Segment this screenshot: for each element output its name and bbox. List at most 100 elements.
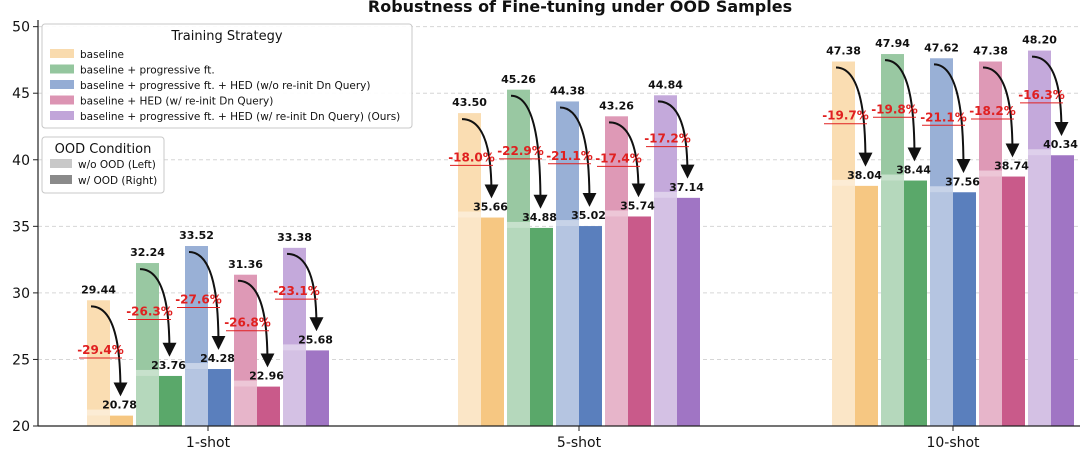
- value-label-w-ood: 25.68: [298, 333, 333, 346]
- drop-percent-label: -17.4%: [595, 151, 642, 165]
- bar-w-ood: [110, 415, 133, 426]
- drop-percent-label: -16.3%: [1018, 88, 1065, 102]
- legend-swatch: [50, 80, 74, 89]
- value-label-wo-ood: 47.94: [875, 37, 910, 50]
- chart-title: Robustness of Fine-tuning under OOD Samp…: [368, 0, 792, 16]
- y-tick-label: 50: [12, 20, 30, 36]
- bar-w-ood: [208, 369, 231, 426]
- drop-arrow: [835, 66, 873, 167]
- drop-arrows: -29.4% -26.3%-27.6%-26.8% -23.1% -18.0% -22.…: [77, 55, 1069, 397]
- axes: 20 25 30 35 40 45 50 1-shot 5-shot 10-shot: [12, 20, 1080, 451]
- drop-arrow: [286, 252, 324, 332]
- legend-title: Training Strategy: [170, 29, 282, 44]
- drop-arrow: [657, 100, 695, 179]
- value-label-wo-ood: 45.26: [501, 73, 536, 86]
- drop-percent-label: -19.8%: [871, 102, 918, 116]
- bar-w-ood: [904, 180, 927, 426]
- legend-entry: baseline: [80, 49, 124, 61]
- ood-legend-entry: w/o OOD (Left): [78, 159, 156, 171]
- value-label-wo-ood: 44.38: [550, 84, 585, 97]
- y-tick-label: 30: [12, 286, 30, 302]
- y-tick-label: 20: [12, 419, 30, 435]
- legend-swatch: [50, 49, 74, 58]
- drop-arrow: [510, 94, 548, 209]
- value-label-w-ood: 23.76: [151, 359, 186, 372]
- y-axis-label: AP: [0, 201, 2, 219]
- bar-w-ood: [855, 185, 878, 426]
- ood-legend-title: OOD Condition: [55, 142, 152, 157]
- ood-legend-box: [41, 136, 165, 194]
- legend-entry: baseline + progressive ft.: [80, 65, 215, 77]
- bar-wo-ood-band: [185, 363, 208, 370]
- bar-w-ood: [481, 217, 504, 426]
- drop-percent-label: -29.4%: [77, 343, 124, 357]
- value-label-w-ood: 37.14: [669, 181, 704, 194]
- y-tick-label: 25: [12, 352, 30, 368]
- x-tick-label: 10-shot: [926, 435, 980, 451]
- bar-wo-ood-band: [979, 170, 1002, 177]
- drop-arrow: [884, 59, 922, 162]
- drop-arrow: [461, 118, 499, 199]
- drop-arrow: [237, 279, 275, 368]
- drop-percent-label: -26.3%: [126, 305, 173, 319]
- bar-wo-ood-band: [556, 220, 579, 227]
- drop-percent-label: -22.9%: [497, 144, 544, 158]
- bar-wo-ood-band: [881, 174, 904, 181]
- legend-entry: baseline + HED (w/ re-init Dn Query): [80, 96, 273, 108]
- value-label-wo-ood: 33.38: [277, 231, 312, 244]
- bar-wo-ood-band: [930, 186, 953, 193]
- bar-wo-ood-band: [458, 211, 481, 218]
- x-tick-label: 1-shot: [186, 435, 231, 451]
- legend-box: [41, 23, 413, 129]
- value-label-w-ood: 35.66: [473, 201, 508, 214]
- bar-w-ood: [628, 216, 651, 426]
- value-label-wo-ood: 31.36: [228, 258, 263, 271]
- drop-percent-label: -18.2%: [969, 104, 1016, 118]
- drop-arrow: [1031, 55, 1069, 137]
- bar-wo-ood-band: [136, 369, 159, 376]
- x-tick-label: 5-shot: [557, 435, 602, 451]
- bar-w-ood: [953, 192, 976, 426]
- value-label-wo-ood: 47.38: [826, 45, 861, 58]
- bar-wo-ood-band: [507, 221, 530, 228]
- bar-wo-ood-band: [283, 344, 306, 351]
- ood-legend-swatch: [50, 175, 72, 184]
- value-label-w-ood: 38.74: [994, 160, 1029, 173]
- value-label-w-ood: 35.74: [620, 199, 655, 212]
- bar-w-ood: [1051, 155, 1074, 427]
- legend-swatch: [50, 95, 74, 105]
- drop-arrow: [90, 305, 128, 397]
- value-label-wo-ood: 47.62: [924, 41, 959, 54]
- value-label-wo-ood: 32.24: [130, 246, 165, 259]
- bar-w-ood: [257, 386, 280, 426]
- drop-percent-label: -19.7%: [822, 109, 869, 123]
- value-label-wo-ood: 48.20: [1022, 34, 1057, 47]
- bar-wo-ood-band: [234, 380, 257, 387]
- value-label-wo-ood: 43.50: [452, 96, 487, 109]
- drop-percent-label: -17.2%: [644, 132, 691, 146]
- y-tick-label: 35: [12, 219, 30, 235]
- drop-percent-label: -26.8%: [224, 316, 271, 330]
- value-label-w-ood: 34.88: [522, 211, 557, 224]
- value-label-wo-ood: 44.84: [648, 78, 683, 91]
- legend-entry: baseline + progressive ft. + HED (w/ re-…: [80, 111, 400, 123]
- ood-legend-swatch: [50, 159, 72, 168]
- ood-legend-entry: w/ OOD (Right): [78, 175, 157, 187]
- drop-arrow: [139, 268, 177, 357]
- bar-w-ood: [579, 226, 602, 426]
- drop-arrow: [933, 63, 971, 174]
- drop-arrow: [188, 251, 226, 350]
- value-label-w-ood: 35.02: [571, 209, 606, 222]
- value-label-w-ood: 38.44: [896, 164, 931, 177]
- value-label-wo-ood: 47.38: [973, 45, 1008, 58]
- drop-arrow: [608, 121, 646, 198]
- y-tick-label: 45: [12, 86, 30, 102]
- bar-w-ood: [159, 375, 182, 426]
- bar-wo-ood-band: [1028, 149, 1051, 156]
- legend-swatch: [50, 111, 74, 120]
- legend: Training Strategy baseline baseline + prog…: [41, 23, 413, 194]
- drop-arrow: [982, 66, 1020, 158]
- legend-swatch: [50, 64, 74, 74]
- bar-w-ood: [677, 197, 700, 426]
